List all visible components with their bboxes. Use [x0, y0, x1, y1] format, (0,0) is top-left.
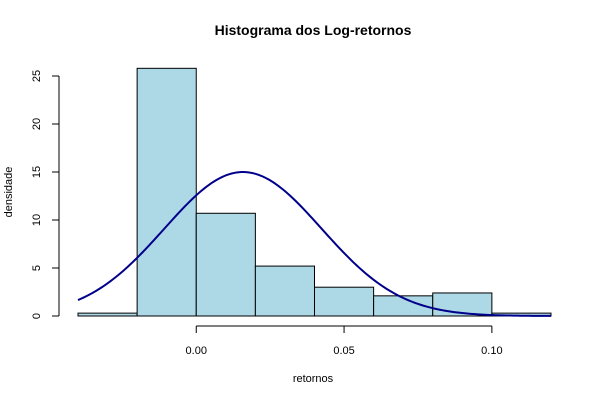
histogram-bars — [77, 67, 552, 317]
histogram-bar-1 — [136, 67, 197, 317]
x-tick-label: 0.05 — [333, 345, 354, 357]
y-tick-label: 25 — [31, 70, 43, 82]
y-tick-label: 10 — [31, 214, 43, 226]
x-tick-label: 0.10 — [481, 345, 502, 357]
x-tick-label: 0.00 — [186, 345, 207, 357]
y-tick-label: 15 — [31, 166, 43, 178]
chart-title: Histograma dos Log-retornos — [215, 22, 412, 38]
y-axis-label: densidade — [3, 167, 15, 218]
x-axis-label: retornos — [293, 373, 334, 385]
y-axis: 0 5 10 15 20 25 — [31, 70, 60, 319]
y-tick-label: 20 — [31, 118, 43, 130]
y-tick-label: 5 — [31, 265, 43, 271]
normal-density-curve — [77, 171, 552, 317]
histogram-bar-2 — [195, 212, 256, 317]
y-tick-label: 0 — [31, 313, 43, 319]
histogram-bar-4 — [314, 286, 375, 317]
histogram-bar-0 — [77, 312, 138, 317]
histogram-bar-3 — [254, 265, 315, 317]
x-axis: 0.00 0.05 0.10 — [186, 325, 503, 357]
